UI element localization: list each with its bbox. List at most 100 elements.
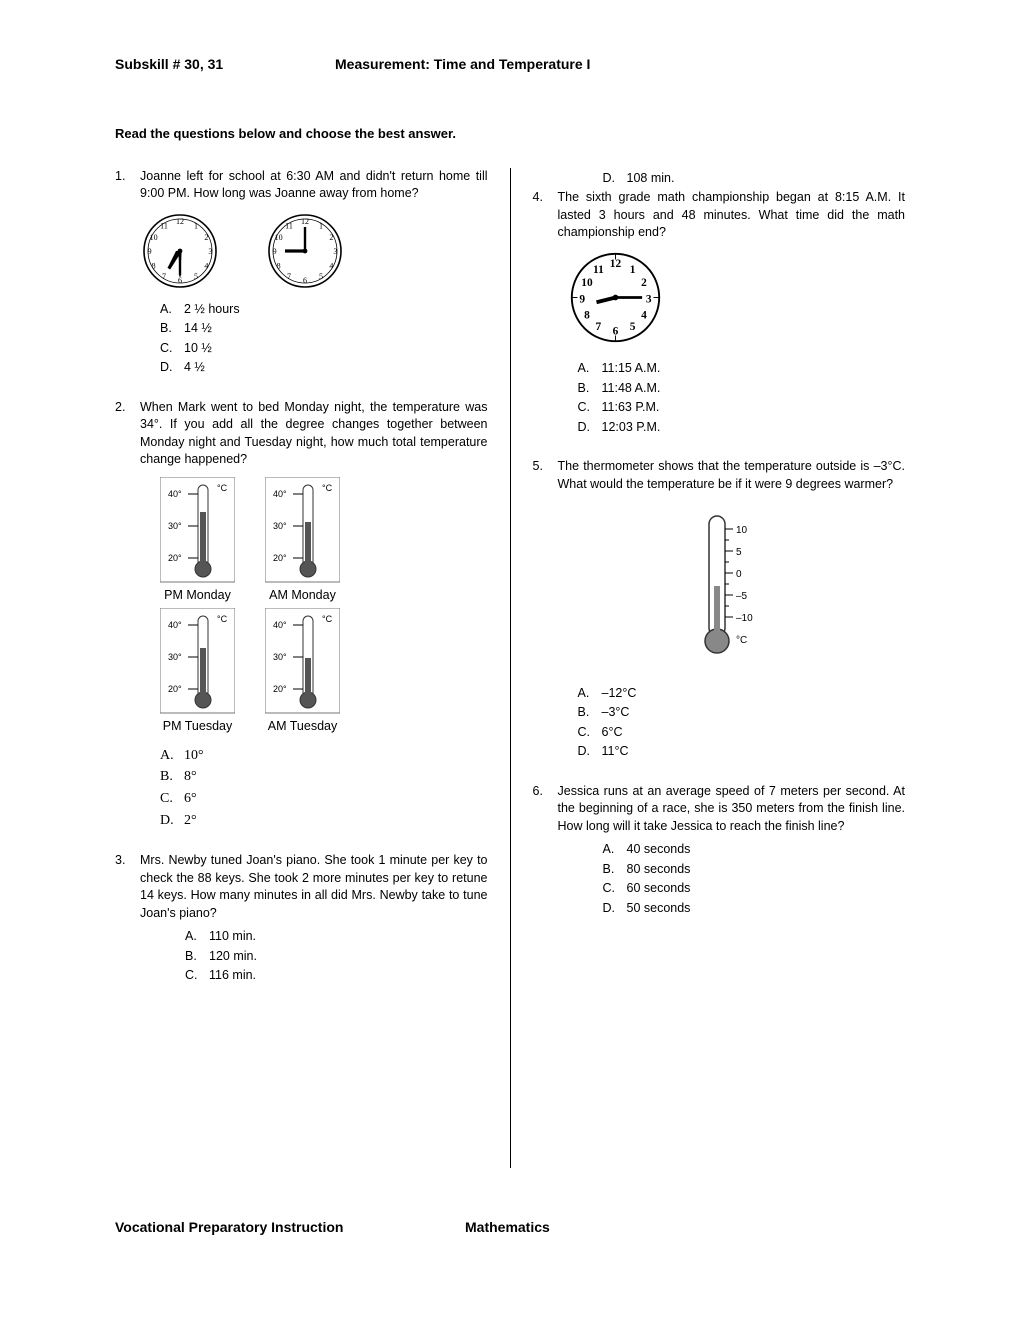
svg-text:40°: 40° bbox=[168, 620, 182, 630]
svg-text:11: 11 bbox=[160, 221, 168, 230]
page-footer: Vocational Preparatory Instruction Mathe… bbox=[115, 1218, 905, 1238]
q5-thermometer: 10 5 0 –5 –10 °C bbox=[558, 511, 906, 667]
question-4: 4. The sixth grade math championship beg… bbox=[533, 189, 906, 438]
svg-text:7: 7 bbox=[595, 321, 601, 333]
q3-options-cont: D.108 min. bbox=[603, 170, 906, 188]
svg-text:11: 11 bbox=[593, 264, 604, 276]
svg-text:9: 9 bbox=[273, 247, 277, 256]
q2-label-am-tue: AM Tuesday bbox=[268, 718, 337, 736]
page-header: Subskill # 30, 31 Measurement: Time and … bbox=[115, 55, 905, 75]
q3-opt-d: 108 min. bbox=[627, 170, 675, 188]
question-2: 2. When Mark went to bed Monday night, t… bbox=[115, 399, 488, 832]
q6-opt-a: 40 seconds bbox=[627, 841, 691, 859]
q1-text: Joanne left for school at 6:30 AM and di… bbox=[140, 168, 488, 203]
thermometer-icon: 40° 30° 20° °C bbox=[160, 608, 235, 718]
svg-text:1: 1 bbox=[194, 221, 198, 230]
svg-text:5: 5 bbox=[194, 272, 198, 281]
svg-text:40°: 40° bbox=[168, 489, 182, 499]
svg-text:4: 4 bbox=[204, 261, 208, 270]
q4-clock: 12 1 2 3 4 5 6 7 8 9 10 11 bbox=[568, 250, 906, 351]
svg-text:20°: 20° bbox=[168, 553, 182, 563]
q2-number: 2. bbox=[115, 399, 140, 832]
svg-text:2: 2 bbox=[204, 233, 208, 242]
svg-text:3: 3 bbox=[645, 293, 651, 305]
q6-text: Jessica runs at an average speed of 7 me… bbox=[558, 783, 906, 836]
svg-text:8: 8 bbox=[584, 309, 590, 321]
thermometer-icon: 40° 30° 20° °C bbox=[265, 477, 340, 587]
q6-number: 6. bbox=[533, 783, 558, 920]
question-1: 1. Joanne left for school at 6:30 AM and… bbox=[115, 168, 488, 379]
q2-opt-c: 6° bbox=[184, 789, 197, 809]
q6-options: A.40 seconds B.80 seconds C.60 seconds D… bbox=[603, 841, 906, 917]
svg-text:1: 1 bbox=[319, 221, 323, 230]
thermometer-icon: 40° 30° 20° °C bbox=[160, 477, 235, 587]
thermometer-icon: 10 5 0 –5 –10 °C bbox=[691, 511, 771, 661]
svg-text:20°: 20° bbox=[168, 684, 182, 694]
q1-number: 1. bbox=[115, 168, 140, 379]
svg-text:30°: 30° bbox=[273, 652, 287, 662]
q4-opt-d: 12:03 P.M. bbox=[602, 419, 661, 437]
q1-opt-d: 4 ½ bbox=[184, 359, 205, 377]
q2-options: A.10° B.8° C.6° D.2° bbox=[160, 746, 488, 830]
svg-text:40°: 40° bbox=[273, 620, 287, 630]
svg-text:11: 11 bbox=[285, 221, 293, 230]
svg-text:40°: 40° bbox=[273, 489, 287, 499]
svg-text:5: 5 bbox=[736, 547, 742, 558]
svg-text:9: 9 bbox=[148, 247, 152, 256]
svg-text:–10: –10 bbox=[736, 613, 753, 624]
q2-opt-a: 10° bbox=[184, 746, 204, 766]
svg-text:–5: –5 bbox=[736, 591, 748, 602]
footer-left: Vocational Preparatory Instruction bbox=[115, 1218, 465, 1238]
q6-opt-d: 50 seconds bbox=[627, 900, 691, 918]
q4-number: 4. bbox=[533, 189, 558, 438]
svg-text:10: 10 bbox=[150, 233, 158, 242]
svg-text:4: 4 bbox=[329, 261, 333, 270]
svg-text:30°: 30° bbox=[168, 652, 182, 662]
page-title: Measurement: Time and Temperature I bbox=[335, 55, 905, 75]
q2-label-am-mon: AM Monday bbox=[269, 587, 336, 605]
q3-options: A.110 min. B.120 min. C.116 min. bbox=[185, 928, 488, 985]
svg-text:4: 4 bbox=[641, 309, 647, 321]
svg-text:8: 8 bbox=[152, 261, 156, 270]
content-columns: 1. Joanne left for school at 6:30 AM and… bbox=[115, 168, 905, 1168]
svg-text:°C: °C bbox=[322, 483, 333, 493]
q1-clocks: 1212 345 678 91011 bbox=[140, 211, 488, 291]
svg-text:2: 2 bbox=[329, 233, 333, 242]
instructions: Read the questions below and choose the … bbox=[115, 125, 905, 143]
svg-text:0: 0 bbox=[736, 569, 742, 580]
q2-label-pm-mon: PM Monday bbox=[164, 587, 231, 605]
svg-text:30°: 30° bbox=[168, 521, 182, 531]
svg-text:7: 7 bbox=[162, 272, 166, 281]
q3-opt-a: 110 min. bbox=[209, 928, 256, 946]
q4-text: The sixth grade math championship began … bbox=[558, 189, 906, 242]
svg-text:6: 6 bbox=[303, 276, 307, 285]
svg-text:5: 5 bbox=[629, 321, 635, 333]
svg-text:2: 2 bbox=[641, 277, 647, 289]
q5-options: A.–12°C B.–3°C C.6°C D.11°C bbox=[578, 685, 906, 761]
q2-opt-b: 8° bbox=[184, 767, 197, 787]
svg-text:12: 12 bbox=[609, 258, 621, 270]
question-6: 6. Jessica runs at an average speed of 7… bbox=[533, 783, 906, 920]
svg-text:°C: °C bbox=[217, 483, 228, 493]
q4-opt-a: 11:15 A.M. bbox=[602, 360, 661, 378]
question-3: 3. Mrs. Newby tuned Joan's piano. She to… bbox=[115, 852, 488, 987]
q2-text: When Mark went to bed Monday night, the … bbox=[140, 399, 488, 469]
svg-text:°C: °C bbox=[736, 635, 747, 646]
svg-text:10: 10 bbox=[581, 277, 593, 289]
subskill-label: Subskill # 30, 31 bbox=[115, 55, 335, 75]
svg-text:10: 10 bbox=[736, 525, 748, 536]
left-column: 1. Joanne left for school at 6:30 AM and… bbox=[115, 168, 511, 1168]
svg-text:8: 8 bbox=[277, 261, 281, 270]
clock-icon: 1212 345 678 91011 bbox=[140, 211, 220, 291]
footer-right: Mathematics bbox=[465, 1218, 550, 1238]
svg-text:3: 3 bbox=[333, 247, 337, 256]
q5-opt-c: 6°C bbox=[602, 724, 623, 742]
svg-text:30°: 30° bbox=[273, 521, 287, 531]
svg-text:12: 12 bbox=[301, 217, 309, 226]
q6-opt-c: 60 seconds bbox=[627, 880, 691, 898]
q4-opt-c: 11:63 P.M. bbox=[602, 399, 660, 417]
question-5: 5. The thermometer shows that the temper… bbox=[533, 458, 906, 763]
svg-text:6: 6 bbox=[612, 325, 618, 337]
svg-text:°C: °C bbox=[217, 614, 228, 624]
q1-opt-c: 10 ½ bbox=[184, 340, 212, 358]
